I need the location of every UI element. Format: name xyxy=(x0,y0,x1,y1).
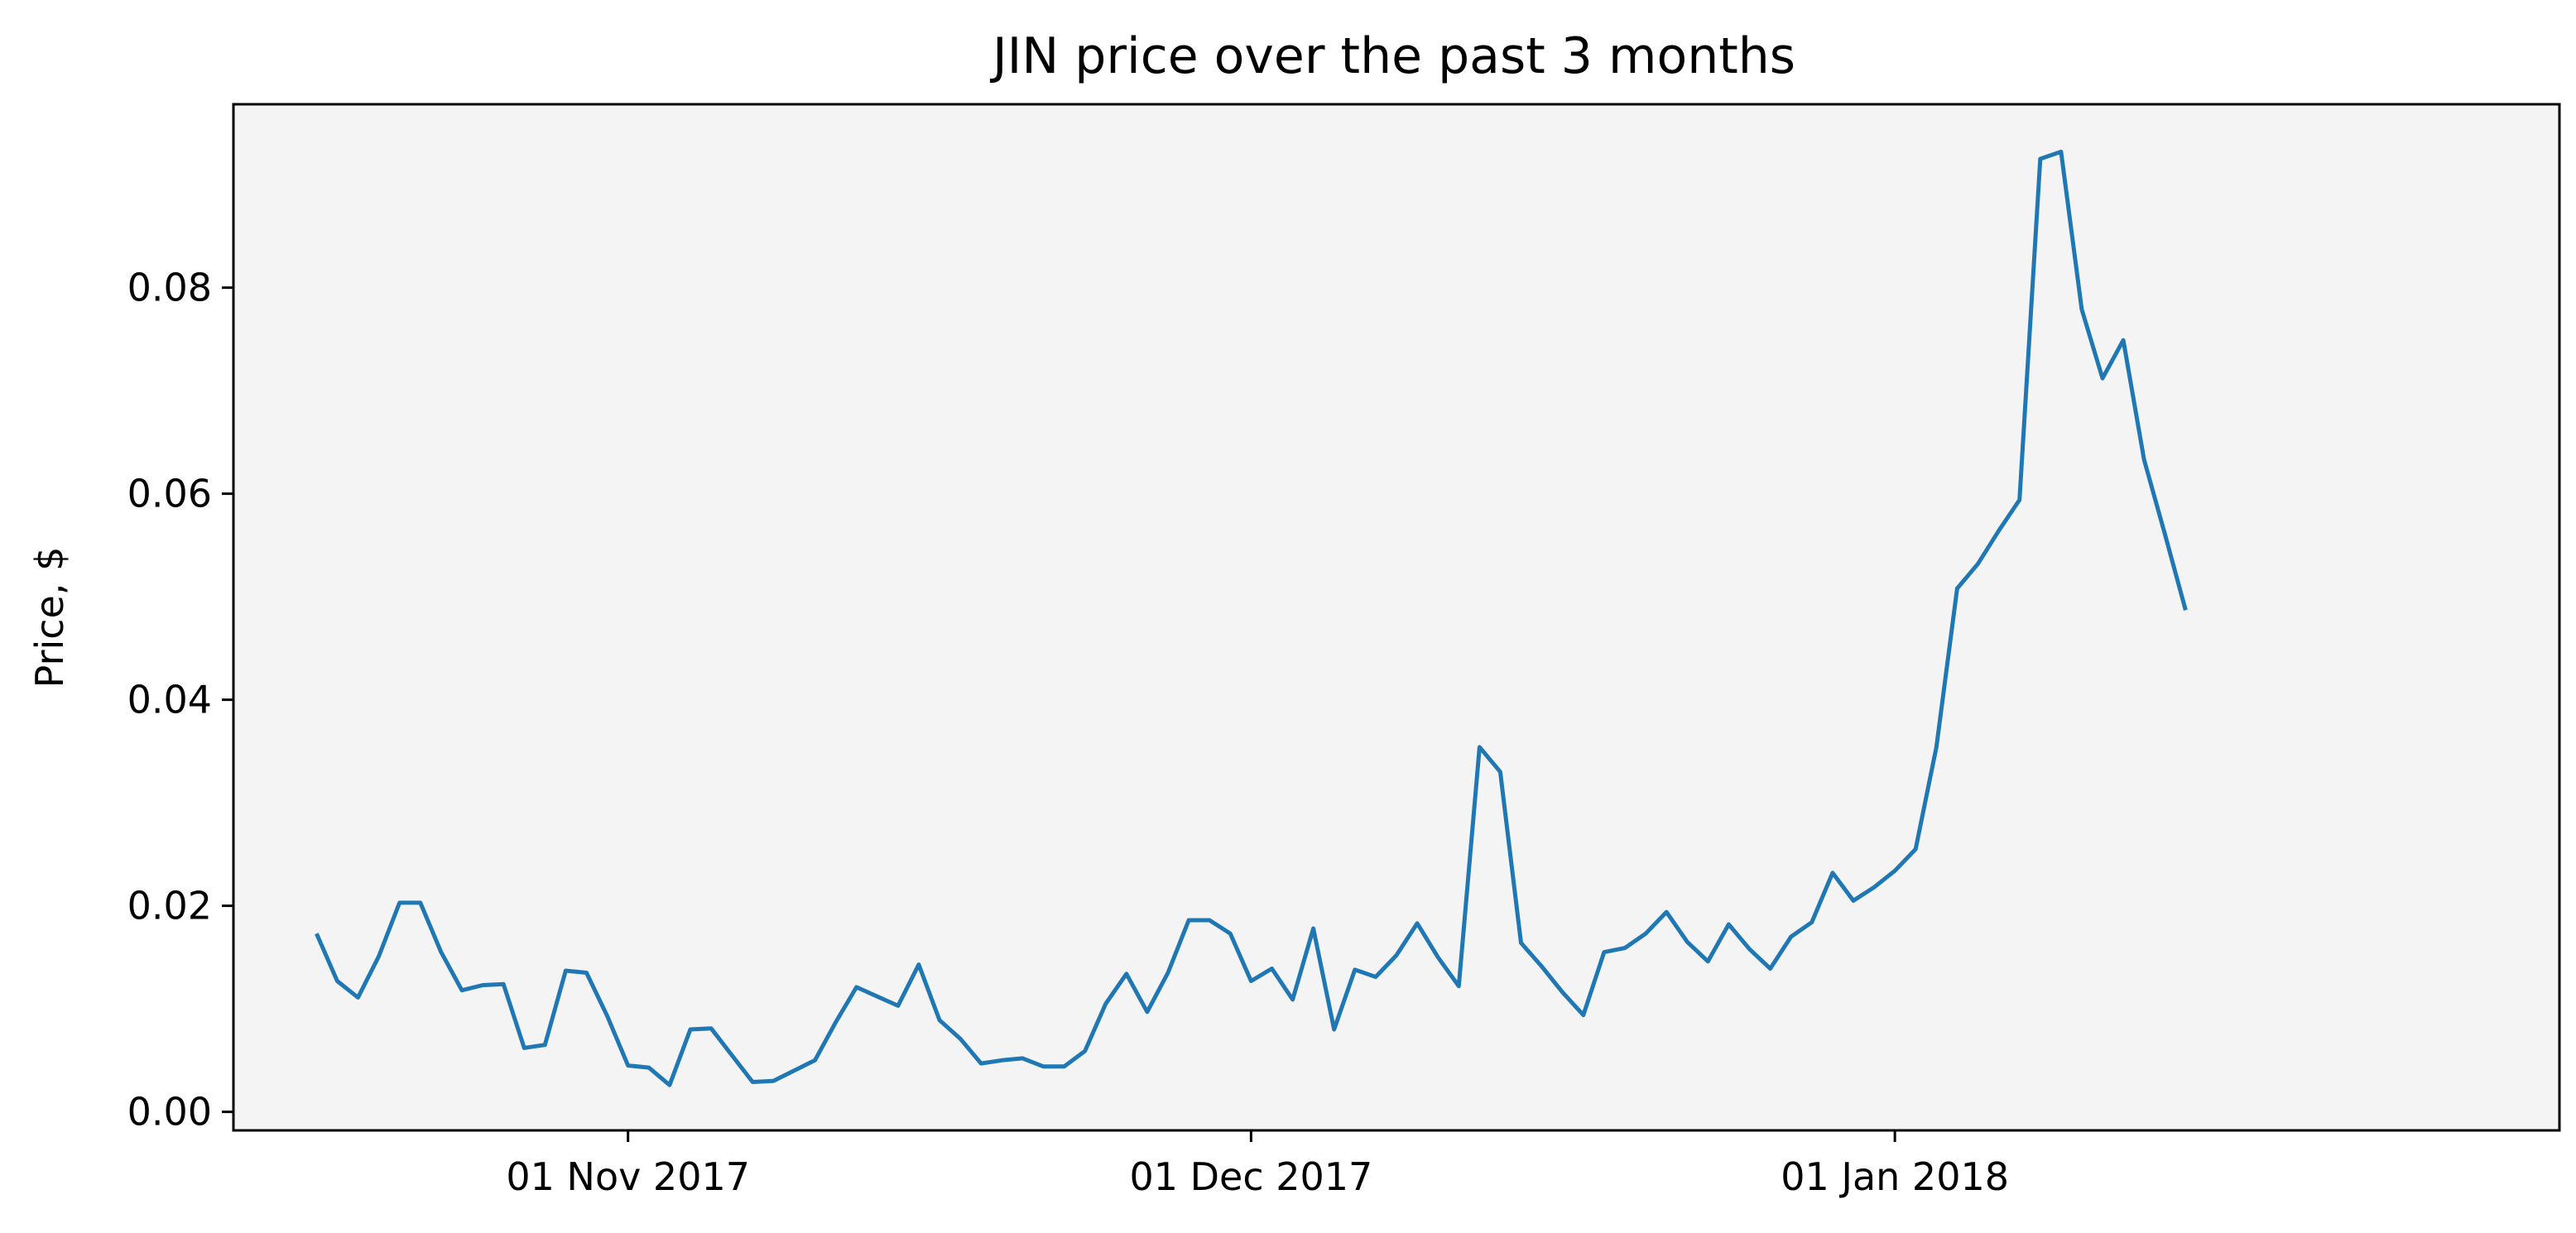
y-tick-label: 0.02 xyxy=(127,884,212,928)
series-layer xyxy=(315,149,2188,1087)
x-tick-label: 01 Dec 2017 xyxy=(1129,1154,1372,1199)
chart-title: JIN price over the past 3 months xyxy=(989,27,1795,85)
x-tick-label: 01 Jan 2018 xyxy=(1781,1154,2009,1199)
price-series-line xyxy=(315,149,2188,1087)
y-tick-label: 0.00 xyxy=(127,1090,212,1135)
y-tick-label: 0.08 xyxy=(127,266,212,310)
plot-area xyxy=(233,104,2559,1130)
x-tick-label: 01 Nov 2017 xyxy=(506,1154,750,1199)
plot-frame xyxy=(232,103,2561,1132)
y-tick-label: 0.06 xyxy=(127,472,212,516)
y-axis-label: Price, $ xyxy=(27,547,72,688)
y-axis-ticks: 0.00 0.02 0.04 0.06 0.08 xyxy=(127,266,233,1135)
x-axis-ticks: 01 Nov 2017 01 Dec 2017 01 Jan 2018 xyxy=(506,1130,2009,1199)
y-tick-label: 0.04 xyxy=(127,678,212,722)
